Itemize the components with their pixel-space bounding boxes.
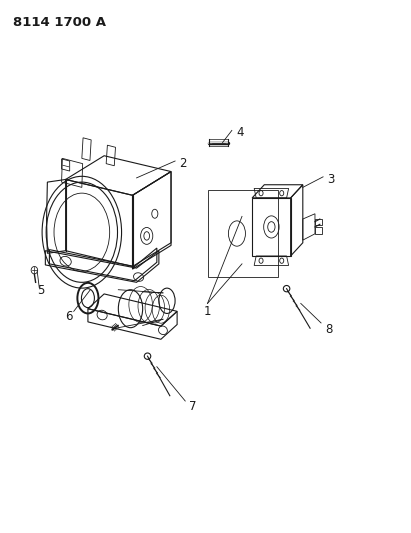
Text: 4: 4 [236,125,243,139]
Text: 2: 2 [179,157,187,170]
Text: 8: 8 [325,324,332,336]
Text: 7: 7 [189,400,197,413]
Text: 5: 5 [37,284,45,297]
Text: 6: 6 [66,310,73,323]
Text: 1: 1 [203,305,211,318]
Text: 3: 3 [327,173,335,186]
Text: 8114 1700 A: 8114 1700 A [13,16,106,29]
